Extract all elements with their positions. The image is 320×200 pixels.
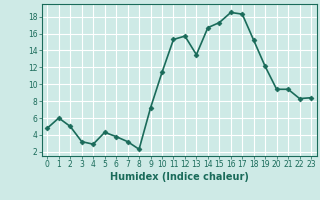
X-axis label: Humidex (Indice chaleur): Humidex (Indice chaleur) xyxy=(110,172,249,182)
